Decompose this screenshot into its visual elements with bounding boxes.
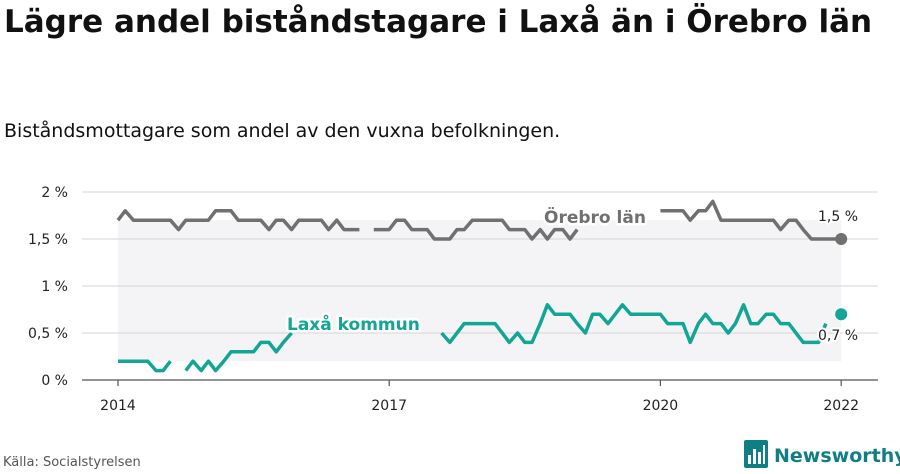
bar-chart-logo-icon bbox=[744, 440, 768, 472]
source-note: Källa: Socialstyrelsen bbox=[3, 455, 141, 470]
orebro-series-line bbox=[373, 218, 579, 241]
y-tick-label: 2 % bbox=[41, 185, 68, 201]
difference-band bbox=[118, 220, 842, 362]
orebro-series-line bbox=[660, 199, 842, 241]
y-tick-label: 1,5 % bbox=[28, 232, 68, 248]
x-tick-label: 2014 bbox=[100, 398, 136, 414]
laxa-end-value-label: 0,7 % bbox=[818, 328, 858, 344]
laxa-series-label-halo: Laxå kommun bbox=[287, 313, 420, 335]
laxa-series-line bbox=[440, 303, 828, 345]
x-tick-label: 2020 bbox=[643, 398, 679, 414]
orebro-series-end-marker bbox=[835, 233, 848, 245]
x-tick-label: 2022 bbox=[823, 398, 859, 414]
brand-name: Newsworthy bbox=[774, 445, 900, 467]
brand-logo: Newsworthy bbox=[744, 440, 900, 472]
orebro-series-label: Örebro län bbox=[544, 206, 646, 228]
x-tick-label: 2017 bbox=[371, 398, 407, 414]
chart-subtitle: Biståndsmottagare som andel av den vuxna… bbox=[4, 120, 561, 142]
laxa-series-line bbox=[118, 359, 172, 373]
y-tick-label: 1 % bbox=[41, 279, 68, 295]
y-tick-label: 0 % bbox=[41, 373, 68, 389]
y-tick-label: 0,5 % bbox=[28, 326, 68, 342]
orebro-end-value-label: 1,5 % bbox=[818, 209, 858, 225]
orebro-series-label-halo: Örebro län bbox=[544, 206, 646, 228]
orebro-series-line bbox=[116, 209, 360, 232]
laxa-series-label: Laxå kommun bbox=[287, 313, 420, 335]
laxa-end-value-label-halo: 0,7 % bbox=[818, 328, 858, 344]
laxa-series-line bbox=[184, 331, 293, 373]
laxa-series-end-marker bbox=[835, 308, 848, 321]
page-title: Lägre andel biståndstagare i Laxå än i Ö… bbox=[4, 4, 873, 40]
orebro-end-value-label-halo: 1,5 % bbox=[818, 209, 858, 225]
